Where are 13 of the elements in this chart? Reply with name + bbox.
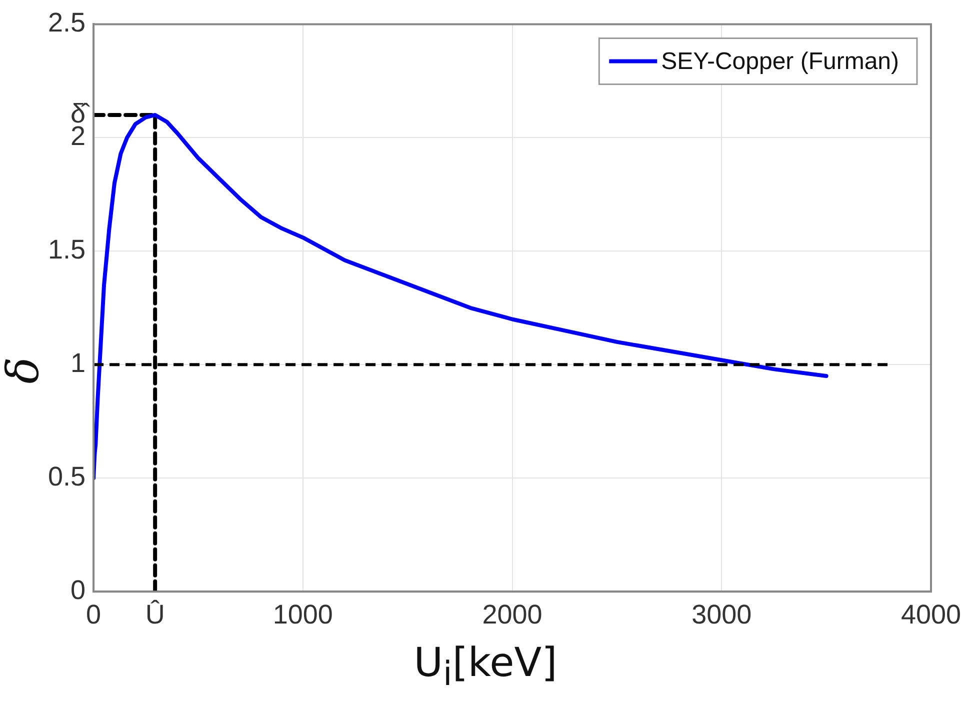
x-tick-label: Û: [145, 599, 165, 630]
x-tick-label: 1000: [272, 599, 333, 630]
x-tick-label: 2000: [482, 599, 542, 630]
y-tick-label: 0: [70, 575, 86, 606]
y-axis-title: δ: [0, 357, 49, 384]
x-tick-label: 4000: [900, 599, 962, 630]
y-tick-label: 0.5: [48, 462, 86, 492]
y-tick-label: 1.5: [48, 234, 86, 265]
x-axis-title: U$_{i}$[keV]: [412, 640, 558, 693]
y-tick-label: 1: [70, 348, 86, 378]
x-tick-label: 3000: [692, 599, 752, 630]
legend-label: SEY-Copper (Furman): [661, 48, 900, 75]
y-tick-label: 2.5: [48, 8, 86, 38]
